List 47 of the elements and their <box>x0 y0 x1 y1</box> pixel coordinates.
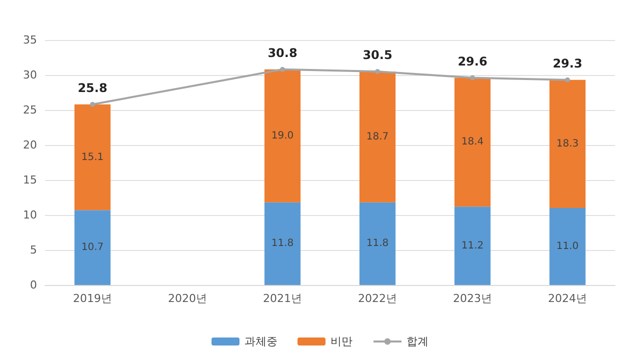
bar <box>264 69 301 202</box>
data-label: 25.8 <box>78 80 108 95</box>
y-tick-label: 35 <box>23 34 37 46</box>
y-tick-label: 20 <box>23 138 37 152</box>
bar <box>454 78 491 207</box>
data-label: 19.0 <box>271 130 294 142</box>
x-tick-label: 2024년 <box>548 292 587 305</box>
point <box>90 102 95 107</box>
bar <box>74 210 111 285</box>
point <box>280 66 285 72</box>
bar <box>454 206 491 285</box>
data-label: 18.3 <box>556 138 579 150</box>
bar <box>264 202 301 285</box>
y-tick-label: 30 <box>23 68 37 82</box>
point <box>375 69 380 74</box>
data-label: 29.3 <box>552 56 582 70</box>
data-label: 29.6 <box>458 54 488 68</box>
y-tick-label: 10 <box>23 208 37 222</box>
data-label: 15.1 <box>81 152 104 163</box>
x-tick-label: 2022년 <box>358 292 397 305</box>
data-label: 11.0 <box>556 241 579 252</box>
y-tick-label: 25 <box>23 104 37 116</box>
bar <box>359 72 396 202</box>
data-label: 11.2 <box>461 240 484 252</box>
data-label: 18.4 <box>461 136 484 148</box>
legend-label: 비만 <box>330 335 352 348</box>
x-tick-label: 2019년 <box>73 292 112 305</box>
point <box>565 77 570 82</box>
bar <box>74 104 111 210</box>
y-tick-label: 0 <box>30 278 37 292</box>
data-label: 30.5 <box>362 48 392 62</box>
legend-label: 합계 <box>406 335 428 348</box>
y-tick-label: 15 <box>23 174 37 186</box>
data-label: 11.8 <box>366 238 389 250</box>
bar <box>549 80 586 208</box>
data-label: 18.7 <box>366 131 389 142</box>
data-label: 10.7 <box>81 242 104 254</box>
bar <box>549 208 586 285</box>
point <box>470 75 475 80</box>
data-label: 30.8 <box>268 46 298 60</box>
x-tick-label: 2021년 <box>263 292 302 305</box>
bar <box>359 202 396 285</box>
data-label: 11.8 <box>271 238 294 250</box>
legend-label: 과체중 <box>244 335 278 348</box>
x-tick-label: 2023년 <box>453 292 492 305</box>
x-tick-label: 2020년 <box>168 292 207 305</box>
y-tick-label: 5 <box>30 244 37 256</box>
